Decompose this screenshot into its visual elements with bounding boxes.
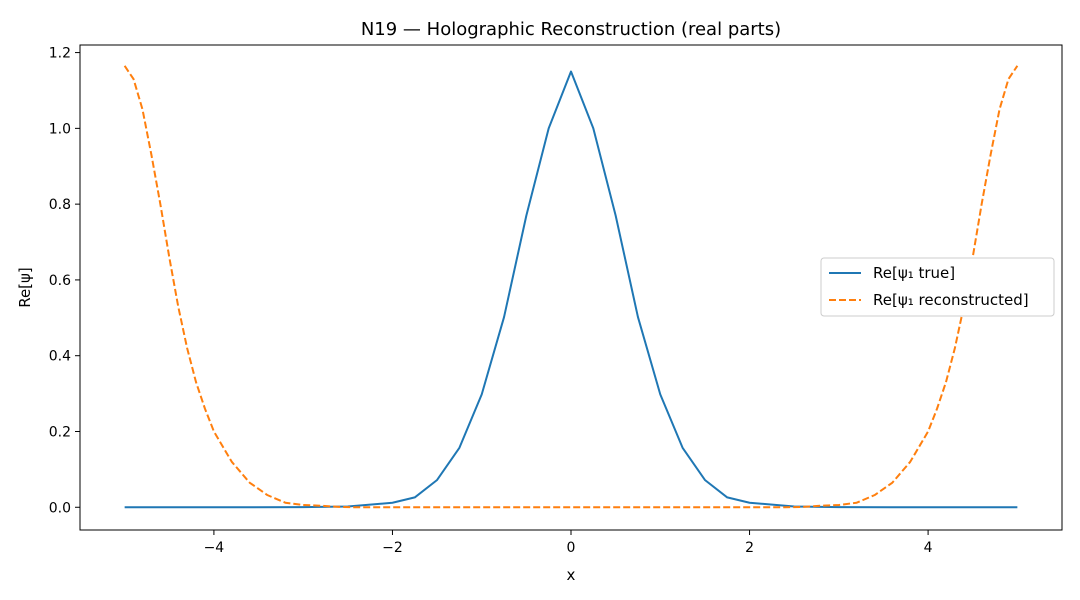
y-tick-label: 1.0 — [49, 121, 71, 137]
legend-label-1: Re[ψ₁ true] — [873, 264, 955, 282]
y-tick-label: 0.2 — [49, 424, 71, 440]
x-tick-label: 4 — [924, 540, 933, 556]
x-tick-label: −2 — [382, 540, 403, 556]
y-axis: 0.0 0.2 0.4 0.6 0.8 1.0 1.2 — [49, 46, 80, 516]
x-axis-title: x — [567, 566, 576, 584]
legend-box — [820, 257, 1055, 317]
x-tick-label: −4 — [204, 540, 225, 556]
legend: Re[ψ₁ true] Re[ψ₁ reconstructed] — [820, 257, 1055, 317]
y-tick-label: 0.6 — [49, 273, 71, 289]
legend-label-2: Re[ψ₁ reconstructed] — [873, 291, 1029, 309]
y-axis-title: Re[ψ] — [16, 267, 34, 308]
y-tick-label: 0.0 — [49, 500, 71, 516]
x-axis: −4 −2 0 2 4 — [204, 530, 933, 556]
x-tick-label: 2 — [745, 540, 754, 556]
series-layer — [123, 65, 1019, 509]
series-line-2 — [123, 65, 1019, 509]
x-tick-label: 0 — [567, 540, 576, 556]
y-tick-label: 0.8 — [49, 197, 71, 213]
chart-title: N19 — Holographic Reconstruction (real p… — [361, 19, 781, 40]
y-tick-label: 1.2 — [49, 46, 71, 62]
series-line-1 — [124, 70, 1018, 509]
y-tick-label: 0.4 — [49, 349, 71, 365]
